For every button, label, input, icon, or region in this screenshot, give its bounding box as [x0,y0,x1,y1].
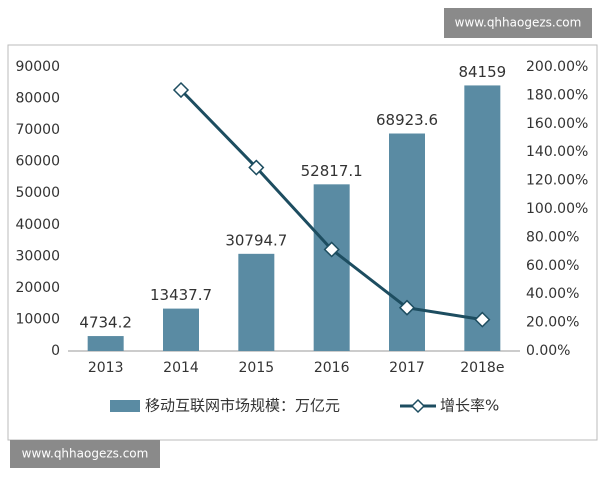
y-tick-label: 70000 [15,122,60,138]
y2-tick-label: 100.00% [526,201,588,217]
bar [238,253,275,351]
value-label: 52817.1 [301,162,363,180]
x-tick-label: 2016 [314,360,350,376]
chart-frame [7,44,598,441]
marker [398,299,416,316]
bar [87,336,124,351]
value-label: 4734.2 [79,314,132,332]
value-label: 84159 [458,63,506,81]
value-label: 13437.7 [150,286,212,304]
y2-tick-label: 0.00% [526,343,570,359]
watermark-box [444,8,592,38]
watermark: www.qhhaogezs.com [455,16,582,30]
bar [163,308,199,351]
value-label: 30794.7 [225,231,287,249]
y2-tick-label: 160.00% [526,116,588,132]
y2-tick-label: 180.00% [526,87,588,103]
x-tick-label: 2018e [460,360,504,376]
x-tick-label: 2013 [88,360,124,376]
y-tick-label: 80000 [15,91,60,107]
value-label: 68923.6 [376,111,438,129]
marker [248,159,265,176]
bar [464,85,501,351]
y2-tick-label: 200.00% [526,59,588,75]
legend-swatch [110,400,140,412]
x-tick-label: 2014 [163,360,199,376]
x-tick-label: 2015 [239,360,275,376]
y-tick-label: 0 [51,343,60,359]
bar [313,184,350,351]
marker [172,81,190,99]
y2-tick-label: 40.00% [526,286,579,302]
x-tick-label: 2017 [389,360,425,376]
watermark-box [10,440,160,468]
y-tick-label: 60000 [15,154,60,170]
y2-tick-label: 140.00% [526,144,588,160]
marker [474,311,491,328]
y2-tick-label: 60.00% [526,258,579,274]
watermark: www.qhhaogezs.com [22,447,149,461]
legend-swatch [410,398,426,414]
y-tick-label: 90000 [15,59,60,75]
marker [323,241,340,258]
y-tick-label: 20000 [15,280,60,296]
legend-label: 移动互联网市场规模：万亿元 [145,397,340,415]
legend-label: 增长率% [440,397,499,415]
bar [389,133,425,351]
y-tick-label: 30000 [15,248,60,264]
y2-tick-label: 80.00% [526,229,579,245]
y2-tick-label: 120.00% [526,173,588,189]
y-tick-label: 10000 [15,311,60,327]
y2-tick-label: 20.00% [526,315,579,331]
y-tick-label: 40000 [15,217,60,233]
y-tick-label: 50000 [15,185,60,201]
